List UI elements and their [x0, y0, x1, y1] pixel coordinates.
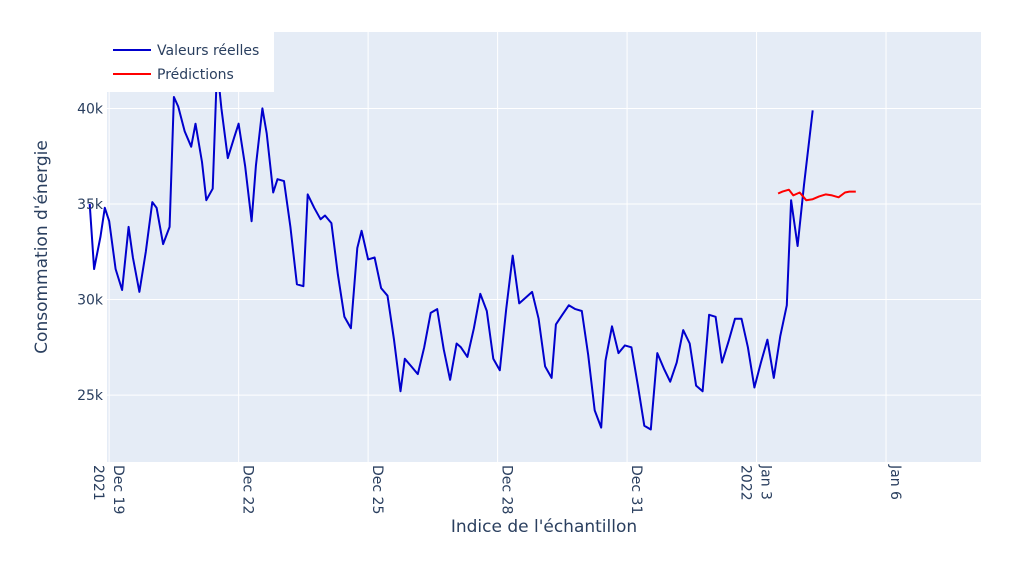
- x-tick-label-6-line-0: Jan 6: [887, 464, 903, 500]
- x-tick-label-5-line-1: 2022: [738, 465, 754, 501]
- x-tick-label-5: Jan 32022: [738, 464, 774, 501]
- y-axis-title: Consommation d'énergie: [32, 140, 52, 354]
- y-tick-label-2: 35k: [77, 197, 104, 213]
- x-gridlines: [108, 32, 887, 462]
- x-tick-labels: Dec 192021 Dec 22 Dec 25 Dec 28 Dec 31 Jan 32…: [90, 464, 903, 514]
- y-tick-label-1: 30k: [77, 293, 104, 309]
- x-tick-label-4: Dec 31: [628, 465, 644, 514]
- x-tick-label-2-line-0: Dec 25: [369, 465, 385, 514]
- y-tick-label-3: 40k: [77, 101, 104, 117]
- series-pred-line: [777, 188, 856, 202]
- x-tick-label-0-line-0: Dec 19: [110, 465, 126, 514]
- x-tick-label-6: Jan 6: [887, 464, 903, 500]
- plot-background: [107, 32, 981, 462]
- legend-item-pred[interactable]: Prédictions: [113, 67, 234, 83]
- series-group: [88, 65, 856, 431]
- legend: Valeurs réelles Prédictions: [107, 32, 274, 92]
- x-tick-label-3: Dec 28: [499, 465, 515, 514]
- legend-item-actual[interactable]: Valeurs réelles: [113, 43, 259, 59]
- x-tick-label-4-line-0: Dec 31: [628, 465, 644, 514]
- legend-label-pred: Prédictions: [157, 67, 234, 83]
- x-tick-label-1: Dec 22: [240, 465, 256, 514]
- x-tick-label-0: Dec 192021: [90, 465, 126, 514]
- x-tick-label-3-line-0: Dec 28: [499, 465, 515, 514]
- y-tick-labels: 25k 30k 35k 40k: [77, 101, 104, 404]
- x-tick-label-1-line-0: Dec 22: [240, 465, 256, 514]
- legend-background: [107, 32, 274, 92]
- x-tick-label-5-line-0: Jan 3: [758, 464, 774, 500]
- x-tick-label-0-line-1: 2021: [90, 465, 106, 501]
- x-tick-label-2: Dec 25: [369, 465, 385, 514]
- x-axis-title: Indice de l'échantillon: [451, 517, 637, 537]
- legend-label-actual: Valeurs réelles: [157, 43, 259, 59]
- series-actual-line: [88, 65, 814, 431]
- y-tick-label-0: 25k: [77, 388, 104, 404]
